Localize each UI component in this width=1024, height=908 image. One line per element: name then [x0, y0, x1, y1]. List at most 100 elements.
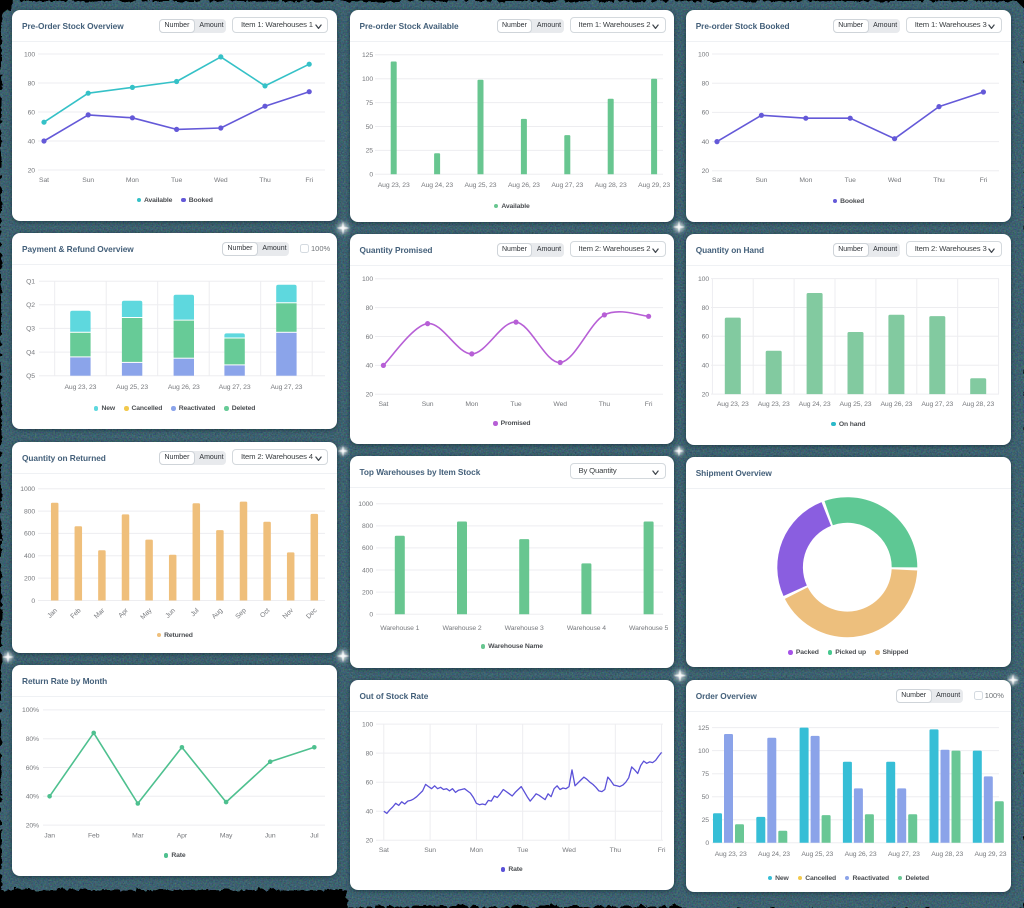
svg-text:Q3: Q3: [26, 326, 35, 333]
svg-text:Aug 23, 23: Aug 23, 23: [377, 182, 409, 189]
svg-text:60: 60: [365, 780, 373, 787]
svg-text:Jun: Jun: [164, 607, 177, 620]
svg-text:Mon: Mon: [799, 177, 812, 184]
svg-text:Warehouse 5: Warehouse 5: [629, 625, 668, 632]
svg-text:Sun: Sun: [424, 847, 436, 854]
svg-text:Sun: Sun: [421, 401, 433, 408]
svg-text:40: 40: [28, 138, 36, 145]
svg-text:Wed: Wed: [562, 847, 576, 854]
svg-text:Thu: Thu: [598, 401, 610, 408]
svg-text:0: 0: [369, 612, 373, 619]
svg-text:Warehouse 2: Warehouse 2: [442, 625, 481, 632]
svg-text:100: 100: [361, 76, 372, 83]
svg-text:Aug 27, 23: Aug 27, 23: [888, 851, 920, 858]
svg-text:20: 20: [701, 391, 709, 398]
svg-text:Aug 25, 23: Aug 25, 23: [116, 384, 148, 391]
svg-text:80: 80: [701, 81, 709, 88]
svg-text:Thu: Thu: [259, 177, 271, 184]
svg-text:Sun: Sun: [82, 177, 94, 184]
svg-text:80: 80: [365, 751, 373, 758]
svg-text:1000: 1000: [358, 501, 373, 508]
svg-text:Jul: Jul: [310, 832, 319, 839]
svg-text:200: 200: [361, 589, 372, 596]
svg-text:Mon: Mon: [126, 177, 139, 184]
svg-text:Feb: Feb: [70, 607, 83, 620]
svg-text:100: 100: [698, 748, 709, 755]
svg-text:60: 60: [701, 334, 709, 341]
svg-text:Aug 28, 23: Aug 28, 23: [931, 851, 963, 858]
svg-text:Wed: Wed: [553, 401, 567, 408]
svg-text:Aug: Aug: [211, 607, 225, 621]
svg-text:Jan: Jan: [44, 832, 55, 839]
svg-text:80: 80: [701, 305, 709, 312]
svg-text:Mon: Mon: [465, 401, 478, 408]
svg-text:Thu: Thu: [609, 847, 621, 854]
svg-text:Tue: Tue: [517, 847, 528, 854]
svg-text:Aug 25, 23: Aug 25, 23: [801, 851, 833, 858]
svg-text:Warehouse 4: Warehouse 4: [566, 625, 605, 632]
svg-text:Aug 28, 23: Aug 28, 23: [594, 182, 626, 189]
svg-text:Wed: Wed: [888, 177, 902, 184]
svg-text:25: 25: [365, 148, 373, 155]
svg-text:125: 125: [361, 52, 372, 59]
svg-text:0: 0: [705, 840, 709, 847]
svg-text:100: 100: [361, 276, 372, 283]
svg-text:1000: 1000: [20, 486, 35, 493]
svg-text:Tue: Tue: [510, 401, 521, 408]
svg-text:40: 40: [365, 363, 373, 370]
svg-text:800: 800: [361, 523, 372, 530]
svg-text:Nov: Nov: [282, 607, 296, 621]
svg-text:Q1: Q1: [26, 279, 35, 286]
svg-text:Sat: Sat: [378, 847, 388, 854]
svg-text:Aug 25, 23: Aug 25, 23: [464, 182, 496, 189]
svg-text:Aug 29, 23: Aug 29, 23: [974, 851, 1006, 858]
svg-text:80%: 80%: [26, 736, 39, 743]
svg-text:Aug 26, 23: Aug 26, 23: [880, 401, 912, 408]
svg-text:100: 100: [698, 51, 709, 58]
svg-text:Thu: Thu: [933, 177, 945, 184]
svg-text:Tue: Tue: [844, 177, 855, 184]
svg-text:600: 600: [361, 545, 372, 552]
svg-text:75: 75: [701, 771, 709, 778]
svg-text:Q2: Q2: [26, 302, 35, 309]
svg-text:50: 50: [365, 124, 373, 131]
svg-text:60: 60: [701, 110, 709, 117]
svg-text:Aug 24, 23: Aug 24, 23: [421, 182, 453, 189]
svg-text:Sat: Sat: [712, 177, 722, 184]
svg-text:600: 600: [24, 531, 35, 538]
svg-text:800: 800: [24, 508, 35, 515]
svg-text:400: 400: [24, 553, 35, 560]
svg-text:Fri: Fri: [305, 177, 313, 184]
svg-text:Aug 23, 23: Aug 23, 23: [717, 401, 749, 408]
svg-text:Aug 28, 23: Aug 28, 23: [962, 401, 994, 408]
svg-text:Wed: Wed: [214, 177, 228, 184]
svg-text:40: 40: [701, 363, 709, 370]
svg-text:100: 100: [698, 276, 709, 283]
svg-text:Sat: Sat: [378, 401, 388, 408]
svg-text:Fri: Fri: [657, 847, 665, 854]
svg-text:Aug 24, 23: Aug 24, 23: [758, 851, 790, 858]
svg-text:Aug 23, 23: Aug 23, 23: [64, 384, 96, 391]
svg-text:Mar: Mar: [132, 832, 144, 839]
svg-text:60%: 60%: [26, 764, 39, 771]
svg-text:80: 80: [28, 80, 36, 87]
svg-text:May: May: [140, 607, 154, 621]
svg-text:Sun: Sun: [755, 177, 767, 184]
svg-text:Aug 23, 23: Aug 23, 23: [757, 401, 789, 408]
svg-text:Aug 26, 23: Aug 26, 23: [168, 384, 200, 391]
svg-text:20%: 20%: [26, 822, 39, 829]
svg-text:Apr: Apr: [177, 832, 188, 839]
svg-text:100%: 100%: [22, 707, 39, 714]
svg-text:100: 100: [24, 51, 35, 58]
svg-text:0: 0: [31, 598, 35, 605]
svg-text:Fri: Fri: [644, 401, 652, 408]
svg-text:Apr: Apr: [118, 607, 131, 620]
svg-text:May: May: [220, 832, 233, 839]
svg-text:400: 400: [361, 567, 372, 574]
svg-text:125: 125: [698, 725, 709, 732]
svg-text:Sep: Sep: [234, 607, 248, 621]
svg-text:20: 20: [701, 168, 709, 175]
svg-text:80: 80: [365, 305, 373, 312]
svg-text:Tue: Tue: [171, 177, 182, 184]
svg-text:Jul: Jul: [190, 607, 201, 618]
